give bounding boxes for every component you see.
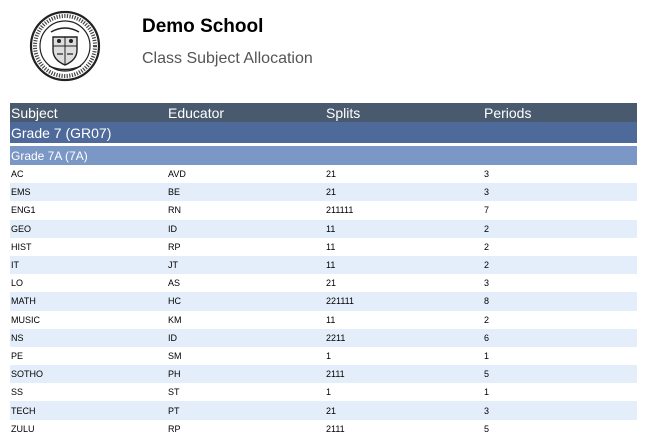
table-row: ZULU RP 2111 5 bbox=[10, 420, 637, 438]
class-group-header: Grade 7A (7A) bbox=[10, 146, 637, 165]
cell-periods: 5 bbox=[484, 423, 490, 434]
column-header-educator: Educator bbox=[168, 104, 225, 121]
table-row: AC AVD 21 3 bbox=[10, 165, 637, 183]
cell-splits: 221111 bbox=[326, 296, 355, 307]
cell-subject: TECH bbox=[11, 405, 36, 416]
cell-educator: JT bbox=[168, 260, 178, 271]
table-row: MUSIC KM 11 2 bbox=[10, 311, 637, 329]
table-header-row: Subject Educator Splits Periods bbox=[10, 103, 637, 122]
cell-educator: HC bbox=[168, 296, 181, 307]
table-row: EMS BE 21 3 bbox=[10, 183, 637, 202]
school-crest-icon bbox=[29, 10, 101, 82]
cell-splits: 11 bbox=[326, 241, 336, 252]
cell-splits: 21 bbox=[326, 187, 337, 198]
column-header-periods: Periods bbox=[484, 104, 532, 121]
cell-periods: 8 bbox=[484, 296, 490, 307]
cell-educator: AVD bbox=[168, 169, 186, 180]
table-row: MATH HC 221111 8 bbox=[10, 292, 637, 311]
cell-splits: 11 bbox=[326, 314, 336, 325]
cell-educator: PT bbox=[168, 405, 180, 416]
table-row: ENG1 RN 211111 7 bbox=[10, 201, 637, 219]
cell-educator: SM bbox=[168, 350, 182, 361]
cell-periods: 2 bbox=[484, 260, 490, 271]
cell-subject: LO bbox=[11, 278, 24, 289]
cell-subject: GEO bbox=[11, 223, 32, 234]
column-header-subject: Subject bbox=[11, 104, 58, 121]
cell-educator: KM bbox=[168, 314, 182, 325]
school-name: Demo School bbox=[142, 16, 264, 37]
table-row: SOTHO PH 2111 5 bbox=[10, 365, 637, 384]
cell-periods: 3 bbox=[484, 278, 490, 289]
cell-splits: 21 bbox=[326, 169, 337, 180]
cell-splits: 2211 bbox=[326, 332, 346, 343]
grade-label: Grade 7 (GR07) bbox=[11, 124, 112, 141]
cell-subject: EMS bbox=[11, 187, 31, 198]
cell-subject: NS bbox=[11, 332, 24, 343]
cell-subject: ZULU bbox=[11, 423, 35, 434]
table-row: LO AS 21 3 bbox=[10, 274, 637, 292]
cell-splits: 1 bbox=[326, 387, 332, 398]
cell-periods: 5 bbox=[484, 369, 490, 380]
cell-educator: RP bbox=[168, 241, 181, 252]
cell-subject: HIST bbox=[11, 241, 32, 252]
cell-periods: 2 bbox=[484, 223, 490, 234]
report-title: Class Subject Allocation bbox=[142, 50, 313, 67]
cell-educator: ST bbox=[168, 387, 180, 398]
column-header-splits: Splits bbox=[326, 104, 361, 121]
cell-periods: 3 bbox=[484, 405, 490, 416]
cell-periods: 3 bbox=[484, 187, 490, 198]
report-header: Demo School Class Subject Allocation bbox=[0, 0, 648, 100]
cell-educator: PH bbox=[168, 369, 181, 380]
table-row: PE SM 1 1 bbox=[10, 347, 637, 365]
table-row: GEO ID 11 2 bbox=[10, 219, 637, 238]
cell-periods: 1 bbox=[484, 387, 490, 398]
cell-periods: 6 bbox=[484, 332, 490, 343]
cell-educator: ID bbox=[168, 223, 177, 234]
cell-splits: 211111 bbox=[326, 205, 354, 216]
cell-subject: MATH bbox=[11, 296, 36, 307]
cell-splits: 2111 bbox=[326, 423, 345, 434]
cell-periods: 7 bbox=[484, 205, 490, 216]
cell-subject: PE bbox=[11, 350, 24, 361]
cell-periods: 2 bbox=[484, 241, 490, 252]
table-body: AC AVD 21 3 EMS BE 21 3 ENG1 RN 211111 7… bbox=[10, 165, 637, 438]
cell-splits: 11 bbox=[326, 260, 336, 271]
class-label: Grade 7A (7A) bbox=[11, 148, 88, 163]
cell-subject: MUSIC bbox=[11, 314, 40, 325]
table-row: TECH PT 21 3 bbox=[10, 401, 637, 420]
cell-educator: BE bbox=[168, 187, 181, 198]
cell-splits: 21 bbox=[326, 405, 337, 416]
table-row: NS ID 2211 6 bbox=[10, 328, 637, 347]
cell-educator: RP bbox=[168, 423, 181, 434]
cell-educator: RN bbox=[168, 205, 181, 216]
cell-periods: 3 bbox=[484, 169, 490, 180]
cell-subject: SOTHO bbox=[11, 369, 44, 380]
cell-periods: 2 bbox=[484, 314, 490, 325]
cell-subject: ENG1 bbox=[11, 205, 36, 216]
cell-splits: 1 bbox=[326, 350, 332, 361]
allocation-table: Subject Educator Splits Periods Grade 7 … bbox=[10, 103, 637, 438]
cell-splits: 11 bbox=[326, 223, 336, 234]
cell-educator: ID bbox=[168, 332, 177, 343]
cell-subject: IT bbox=[11, 260, 19, 271]
cell-splits: 2111 bbox=[326, 369, 345, 380]
cell-splits: 21 bbox=[326, 278, 337, 289]
cell-subject: AC bbox=[11, 169, 24, 180]
grade-group-header: Grade 7 (GR07) bbox=[10, 122, 637, 143]
cell-periods: 1 bbox=[484, 350, 490, 361]
table-row: SS ST 1 1 bbox=[10, 383, 637, 401]
table-row: IT JT 11 2 bbox=[10, 255, 637, 275]
cell-subject: SS bbox=[11, 387, 24, 398]
cell-educator: AS bbox=[168, 278, 181, 289]
table-row: HIST RP 11 2 bbox=[10, 238, 637, 256]
